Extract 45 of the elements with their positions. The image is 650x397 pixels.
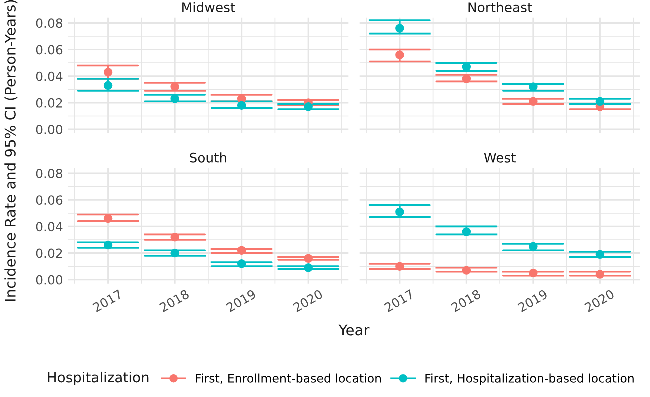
- y-tick-label: 0.06: [36, 196, 63, 206]
- point: [396, 50, 404, 60]
- y-tick-label: 0.02: [36, 248, 62, 258]
- point: [304, 254, 313, 263]
- point: [170, 82, 180, 92]
- x-axis-title: Year: [338, 324, 370, 336]
- point: [304, 264, 313, 272]
- point: [104, 68, 113, 77]
- point: [462, 228, 472, 236]
- y-tick-label: 0.08: [36, 168, 63, 178]
- point: [104, 81, 113, 90]
- y-tick-label: 0.06: [36, 45, 63, 55]
- point: [529, 97, 538, 106]
- point: [596, 250, 605, 259]
- point: [396, 24, 404, 33]
- point: [529, 268, 538, 278]
- chart-title: Midwest: [182, 2, 236, 12]
- point: [104, 240, 113, 250]
- chart-title: South: [190, 152, 226, 163]
- legend-label: First, Hospitalization-based location: [426, 374, 634, 386]
- y-tick-label: 0.04: [36, 72, 63, 82]
- point: [596, 270, 605, 279]
- point: [237, 246, 246, 255]
- y-tick-label: 0.00: [36, 124, 63, 134]
- legend-label: First, Enrollment-based location: [196, 374, 382, 384]
- point: [396, 262, 404, 271]
- point: [529, 82, 538, 92]
- y-tick-label: 0.00: [36, 275, 63, 285]
- y-tick-label: 0.04: [36, 222, 63, 232]
- point: [170, 248, 180, 258]
- chart-title: West: [484, 153, 516, 163]
- point: [304, 102, 313, 112]
- point: [596, 97, 605, 106]
- point: [170, 232, 180, 242]
- chart-title: Northeast: [468, 2, 532, 12]
- point: [462, 74, 472, 84]
- point: [170, 94, 180, 104]
- point: [462, 266, 472, 275]
- legend-title: Hospitalization: [48, 372, 149, 386]
- y-tick-label: 0.08: [36, 18, 63, 28]
- point: [237, 260, 246, 268]
- y-tick-label: 0.02: [36, 98, 62, 108]
- point: [237, 101, 246, 110]
- point: [396, 208, 404, 216]
- y-axis-title: Incidence Rate and 95% CI (Person-Years): [4, 0, 18, 302]
